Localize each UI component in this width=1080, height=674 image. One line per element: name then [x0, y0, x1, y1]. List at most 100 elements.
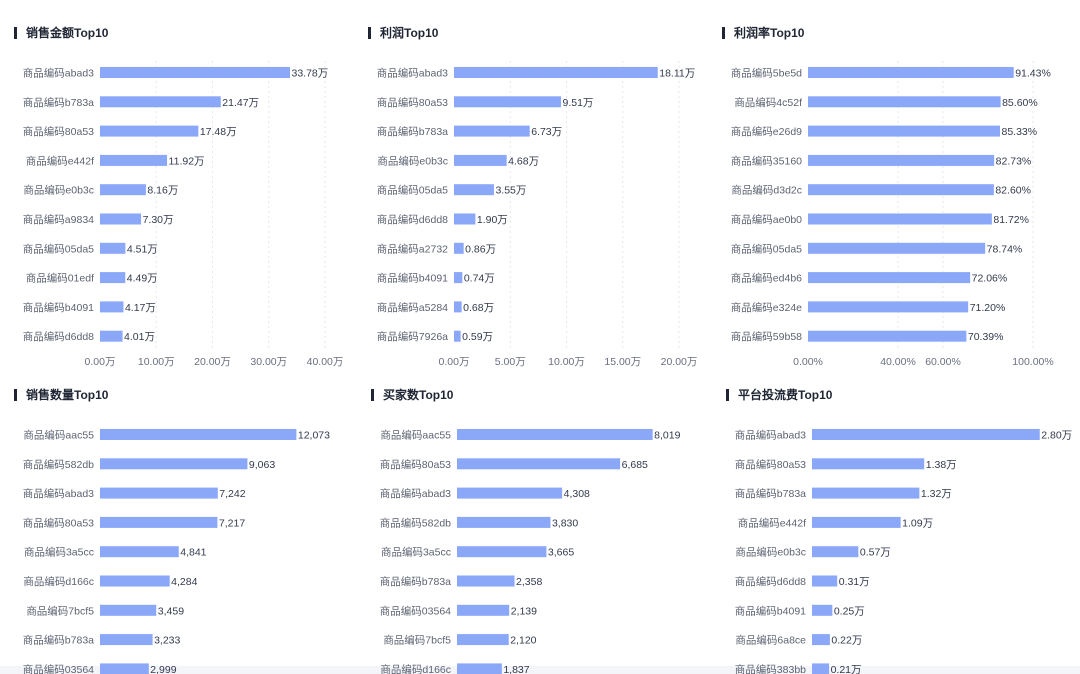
category-label: 商品编码b783a: [23, 96, 94, 109]
category-label: 商品编码ed4b6: [731, 272, 802, 285]
value-label: 85.33%: [1001, 126, 1037, 138]
bar: [100, 213, 142, 225]
value-label: 0.22万: [831, 635, 862, 647]
value-label: 3,665: [548, 547, 574, 559]
category-label: 商品编码d166c: [23, 575, 94, 588]
category-label: 商品编码05da5: [377, 184, 448, 197]
tick-label: 0.00万: [439, 356, 470, 368]
tick-label: 10.00万: [548, 356, 585, 368]
bar: [457, 487, 563, 499]
bar: [808, 125, 1000, 137]
category-label: 商品编码abad3: [23, 67, 94, 80]
bar: [457, 546, 547, 558]
category-label: 商品编码7bcf5: [26, 604, 94, 617]
bar: [100, 516, 218, 528]
value-label: 6.73万: [531, 126, 562, 138]
bar: [100, 634, 153, 646]
value-label: 0.59万: [462, 331, 493, 343]
category-label: 商品编码e442f: [738, 516, 806, 529]
panel-title: 平台投流费Top10: [726, 388, 832, 402]
value-label: 0.86万: [465, 243, 496, 255]
bar: [454, 184, 494, 196]
tick-label: 20.00万: [194, 356, 231, 368]
category-label: 商品编码ae0b0: [731, 213, 802, 226]
value-label: 17.48万: [200, 126, 237, 138]
category-label: 商品编码e0b3c: [23, 184, 94, 197]
value-label: 4.49万: [127, 273, 158, 285]
panel-title: 销售金额Top10: [14, 26, 108, 40]
category-label: 商品编码6a8ce: [735, 634, 806, 647]
value-label: 4.51万: [127, 243, 158, 255]
value-label: 12,073: [298, 430, 330, 442]
value-label: 91.43%: [1015, 68, 1051, 80]
bar: [812, 429, 1040, 440]
category-label: 商品编码aac55: [380, 429, 451, 442]
bar: [454, 330, 461, 342]
profit-margin-chart: 商品编码5be5d 91.43% 商品编码4c52f 85.60% 商品编码e26d9 8…: [731, 61, 1054, 368]
value-label: 4.17万: [125, 302, 156, 314]
category-label: 商品编码b4091: [735, 604, 806, 617]
tick-label: 40.00万: [307, 356, 344, 368]
value-label: 0.21万: [831, 664, 862, 674]
category-label: 商品编码b783a: [377, 125, 448, 138]
bar: [454, 67, 658, 78]
value-label: 2,999: [150, 664, 176, 674]
bar: [812, 487, 920, 499]
value-label: 4.01万: [124, 331, 155, 343]
value-label: 2,139: [511, 605, 537, 617]
bar: [100, 663, 149, 674]
bar: [454, 213, 476, 225]
bar: [100, 330, 123, 342]
sales-quantity-chart: 商品编码aac55 12,073 商品编码582db 9,063 商品编码abad3 7,…: [23, 429, 330, 674]
value-label: 0.31万: [839, 576, 870, 588]
bar: [100, 67, 291, 78]
bar: [812, 546, 859, 558]
bar: [100, 125, 199, 137]
bar: [454, 242, 464, 254]
value-label: 8,019: [654, 430, 680, 442]
tick-label: 0.00%: [793, 356, 823, 368]
value-label: 82.73%: [996, 155, 1032, 167]
category-label: 商品编码a2732: [377, 242, 448, 255]
category-label: 商品编码80a53: [380, 458, 451, 471]
panel-title: 利润Top10: [368, 26, 438, 40]
value-label: 4,308: [564, 488, 590, 500]
profit-panel: 利润Top10 商品编码abad3 18.11万 商品编码80a53 9.51万 商品编…: [354, 26, 706, 377]
category-label: 商品编码e442f: [26, 154, 94, 167]
bar: [100, 458, 248, 470]
value-label: 1.90万: [477, 214, 508, 226]
category-label: 商品编码d6dd8: [23, 330, 94, 343]
value-label: 33.78万: [292, 68, 329, 80]
bar: [457, 634, 509, 646]
bar: [100, 96, 221, 108]
category-label: 商品编码aac55: [23, 429, 94, 442]
category-label: 商品编码d166c: [380, 663, 451, 674]
bar: [100, 487, 218, 499]
value-label: 70.39%: [968, 331, 1004, 343]
bar: [812, 575, 838, 587]
bar: [808, 213, 992, 225]
bar: [454, 125, 530, 137]
category-label: 商品编码e324e: [731, 301, 802, 314]
category-label: 商品编码03564: [23, 663, 94, 674]
bar: [100, 272, 126, 284]
category-label: 商品编码582db: [380, 516, 451, 529]
value-label: 1.32万: [921, 488, 952, 500]
panel-title: 利润率Top10: [722, 26, 804, 40]
bar: [808, 184, 994, 196]
category-label: 商品编码80a53: [23, 516, 94, 529]
value-label: 9,063: [249, 459, 275, 471]
tick-label: 10.00万: [138, 356, 175, 368]
bar: [808, 154, 995, 166]
bar: [454, 96, 561, 108]
category-label: 商品编码582db: [23, 458, 94, 471]
category-label: 商品编码05da5: [731, 242, 802, 255]
value-label: 0.74万: [464, 273, 495, 285]
category-label: 商品编码3a5cc: [381, 546, 451, 559]
category-label: 商品编码b4091: [377, 272, 448, 285]
bar: [808, 272, 971, 284]
category-label: 商品编码b783a: [735, 487, 806, 500]
